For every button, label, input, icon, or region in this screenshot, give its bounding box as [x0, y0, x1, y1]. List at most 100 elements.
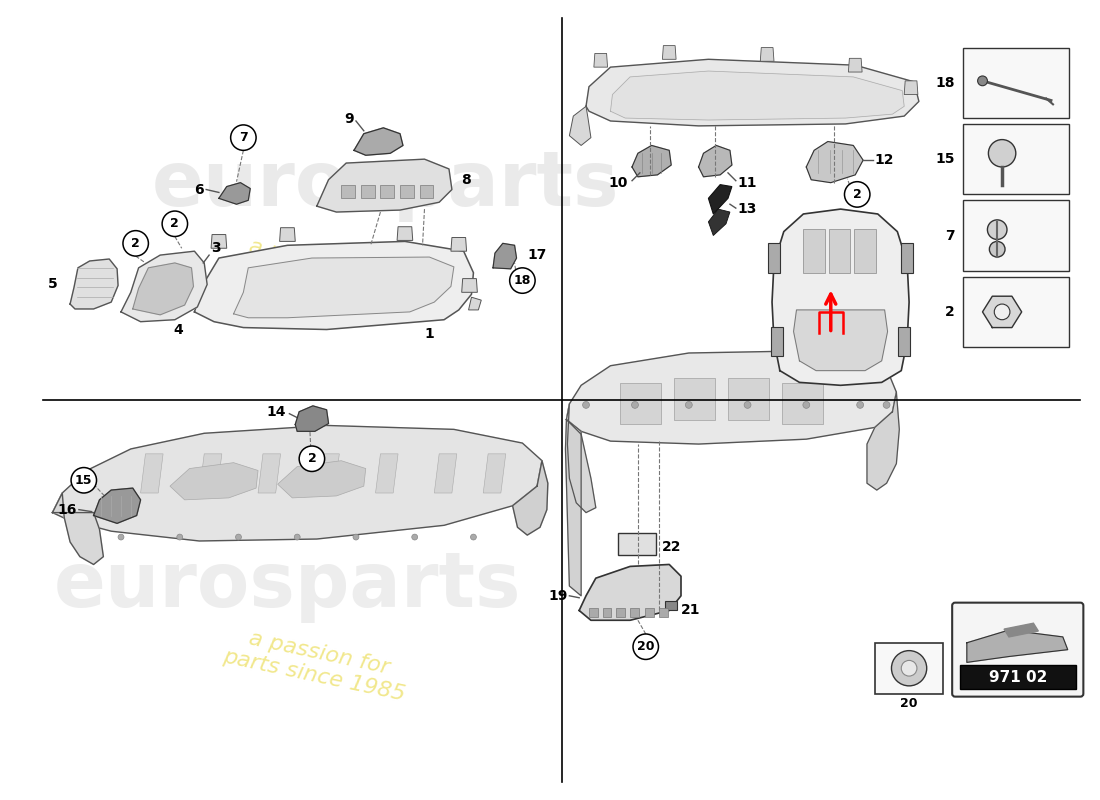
Text: a passion for
parts since 1985: a passion for parts since 1985: [221, 624, 412, 705]
Text: 1: 1: [425, 327, 435, 342]
Polygon shape: [397, 226, 412, 241]
Polygon shape: [594, 54, 607, 67]
Circle shape: [471, 534, 476, 540]
Text: 2: 2: [852, 188, 861, 201]
Circle shape: [162, 211, 188, 237]
Bar: [341, 185, 355, 198]
Polygon shape: [772, 209, 909, 386]
Bar: [803, 229, 825, 273]
Polygon shape: [806, 142, 864, 182]
Polygon shape: [469, 298, 482, 310]
Text: 18: 18: [936, 76, 955, 90]
Polygon shape: [967, 630, 1068, 662]
Polygon shape: [662, 46, 676, 59]
Polygon shape: [199, 454, 222, 493]
Text: 12: 12: [874, 153, 894, 167]
Circle shape: [177, 534, 183, 540]
Circle shape: [583, 402, 590, 408]
Polygon shape: [674, 378, 715, 419]
Polygon shape: [53, 426, 542, 541]
Polygon shape: [53, 493, 103, 565]
Bar: [901, 243, 913, 273]
Text: 2: 2: [308, 452, 317, 466]
Text: 8: 8: [461, 173, 471, 186]
Polygon shape: [141, 454, 163, 493]
Bar: [400, 185, 414, 198]
Text: 10: 10: [608, 176, 628, 190]
Text: 14: 14: [266, 405, 286, 418]
Polygon shape: [570, 106, 591, 146]
Circle shape: [299, 446, 324, 471]
Text: 20: 20: [637, 640, 654, 654]
Polygon shape: [793, 310, 888, 370]
Polygon shape: [133, 263, 194, 315]
Text: 2: 2: [170, 218, 179, 230]
Polygon shape: [632, 146, 671, 177]
Bar: [962, 47, 1069, 118]
Text: 17: 17: [527, 248, 547, 262]
Text: 971 02: 971 02: [989, 670, 1047, 685]
Polygon shape: [295, 406, 329, 431]
Bar: [962, 200, 1069, 270]
Text: 4: 4: [173, 322, 183, 337]
Polygon shape: [566, 404, 596, 513]
Circle shape: [509, 268, 535, 294]
Bar: [618, 533, 656, 554]
Bar: [962, 124, 1069, 194]
Circle shape: [901, 661, 917, 676]
Polygon shape: [211, 234, 227, 248]
Polygon shape: [1004, 623, 1038, 637]
Polygon shape: [317, 454, 339, 493]
Text: 21: 21: [681, 603, 701, 618]
Polygon shape: [219, 182, 250, 204]
Polygon shape: [565, 419, 581, 596]
Text: 5: 5: [47, 278, 57, 291]
Text: 11: 11: [738, 176, 757, 190]
Bar: [771, 326, 783, 356]
Circle shape: [989, 139, 1015, 167]
Bar: [616, 607, 625, 618]
Polygon shape: [698, 146, 732, 177]
FancyBboxPatch shape: [953, 602, 1084, 697]
Bar: [361, 185, 375, 198]
Circle shape: [994, 304, 1010, 320]
Polygon shape: [354, 128, 403, 155]
Circle shape: [883, 402, 890, 408]
Circle shape: [118, 534, 124, 540]
Polygon shape: [434, 454, 456, 493]
Polygon shape: [708, 185, 732, 214]
Polygon shape: [904, 81, 917, 94]
Polygon shape: [848, 58, 862, 72]
Bar: [768, 243, 780, 273]
Bar: [603, 607, 612, 618]
Bar: [381, 185, 394, 198]
Circle shape: [411, 534, 418, 540]
Polygon shape: [121, 251, 207, 322]
Polygon shape: [279, 228, 295, 242]
Circle shape: [989, 242, 1005, 257]
Text: 7: 7: [239, 131, 248, 144]
Polygon shape: [451, 238, 466, 251]
Text: eurosparts: eurosparts: [152, 148, 619, 222]
Bar: [419, 185, 433, 198]
Text: 7: 7: [946, 229, 955, 242]
Polygon shape: [462, 278, 477, 292]
Text: a passion for
parts since 1985: a passion for parts since 1985: [221, 232, 412, 313]
Circle shape: [685, 402, 692, 408]
Text: 2: 2: [945, 305, 955, 319]
Circle shape: [891, 650, 926, 686]
Circle shape: [857, 402, 864, 408]
Polygon shape: [170, 462, 258, 500]
Bar: [645, 607, 653, 618]
Bar: [899, 326, 910, 356]
Text: 6: 6: [195, 182, 205, 197]
Circle shape: [235, 534, 241, 540]
Polygon shape: [708, 209, 730, 235]
Circle shape: [803, 402, 810, 408]
Polygon shape: [760, 47, 774, 62]
Text: 2: 2: [131, 237, 140, 250]
Circle shape: [295, 534, 300, 540]
Text: 18: 18: [514, 274, 531, 287]
Text: 15: 15: [936, 152, 955, 166]
Text: 13: 13: [738, 202, 757, 216]
